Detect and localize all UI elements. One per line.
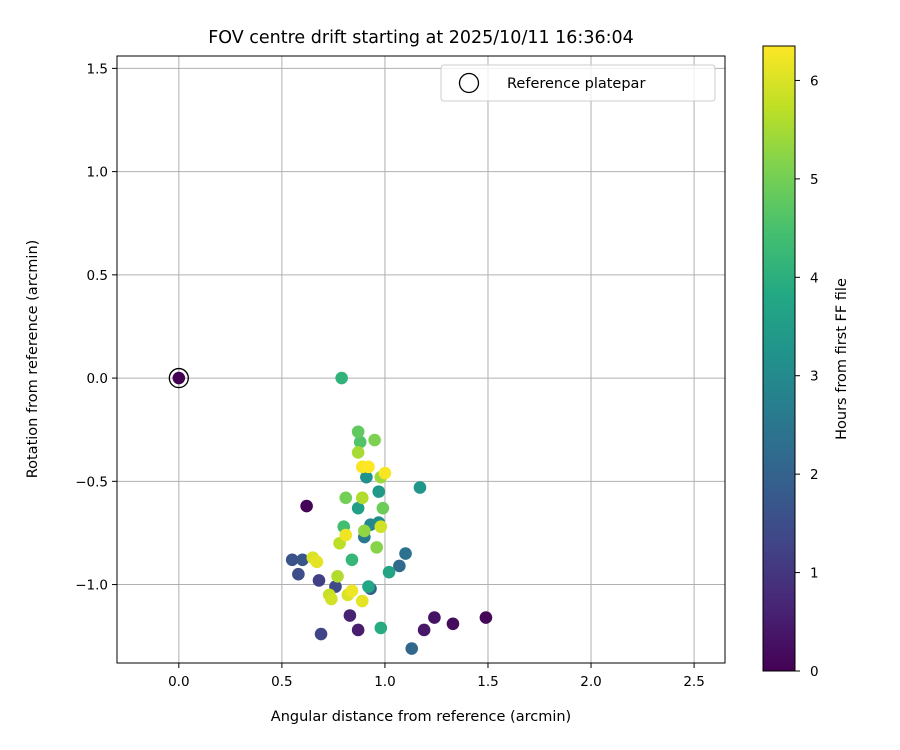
legend-reference-marker [458, 72, 480, 94]
scatter-point [345, 584, 359, 598]
scatter-point [393, 559, 406, 573]
y-tick-label: −0.5 [75, 474, 108, 490]
x-tick-label: 0.0 [168, 674, 189, 690]
scatter-point [314, 627, 328, 641]
scatter-point [351, 446, 365, 459]
scatter-point [343, 609, 357, 622]
scatter-point [417, 623, 431, 637]
scatter-point [310, 555, 324, 569]
y-tick-label: 0.5 [87, 268, 108, 284]
legend: Reference platepar [440, 64, 716, 102]
scatter-point [358, 524, 371, 538]
scatter-point [312, 574, 326, 587]
colorbar-frame [762, 45, 796, 672]
y-tick-label: 1.0 [87, 165, 108, 181]
scatter-point [351, 623, 365, 637]
colorbar-label: Hours from first FF file [834, 278, 850, 440]
reference-platepar-marker [168, 367, 189, 389]
x-tick-label: 2.5 [683, 674, 704, 690]
scatter-point [351, 501, 365, 515]
scatter-point [378, 466, 392, 480]
chart-title: FOV centre drift starting at 2025/10/11 … [208, 28, 634, 48]
colorbar-tick-label: 4 [810, 270, 819, 286]
scatter-point [370, 541, 383, 554]
scatter-point [331, 569, 344, 583]
colorbar-tick-label: 6 [810, 73, 819, 89]
scatter-point [479, 611, 493, 624]
colorbar-fill [763, 46, 795, 671]
scatter-point [339, 528, 353, 542]
scatter-point [446, 617, 460, 631]
scatter-point [374, 621, 388, 635]
y-tick-label: 0.0 [87, 371, 108, 387]
scatter-points [168, 367, 493, 655]
legend-box [440, 64, 716, 102]
colorbar-tick-label: 0 [810, 664, 819, 680]
scatter-point [399, 547, 412, 560]
x-tick-label: 1.5 [477, 674, 498, 690]
x-tick-label: 0.5 [271, 674, 292, 690]
scatter-point [355, 491, 369, 505]
scatter-point [374, 520, 388, 534]
grid [117, 56, 725, 663]
legend-label: Reference platepar [507, 76, 645, 92]
scatter-point [362, 580, 375, 593]
colorbar: 0 1 2 3 4 5 6 Hours from first FF file [762, 45, 850, 680]
scatter-point [368, 433, 381, 447]
scatter-point [339, 491, 353, 505]
scatter-point [296, 553, 309, 567]
x-tick-label: 1.0 [374, 674, 395, 690]
y-tick-label: −1.0 [75, 578, 108, 594]
scatter-point [292, 567, 305, 581]
colorbar-tick-label: 5 [810, 172, 819, 188]
axis-ticks: 0.0 0.5 1.0 1.5 2.0 2.5 −1.0 −0.5 0.0 0.5 1.0 1.5 [75, 61, 705, 690]
scatter-point [355, 594, 369, 608]
scatter-point [360, 470, 373, 484]
scatter-point [285, 553, 299, 567]
x-tick-label: 2.0 [580, 674, 601, 690]
x-axis-label: Angular distance from reference (arcmin) [271, 709, 571, 725]
scatter-point [382, 565, 396, 579]
plot-area-frame [116, 55, 726, 664]
scatter-point [172, 371, 186, 385]
colorbar-tick-label: 2 [810, 467, 819, 483]
scatter-point [428, 611, 441, 624]
scatter-point [353, 435, 367, 449]
scatter-point [351, 425, 365, 439]
scatter-point [335, 371, 348, 385]
scatter-point [405, 642, 419, 655]
scatter-point [300, 499, 313, 513]
scatter-point [413, 481, 427, 494]
scatter-point [376, 501, 390, 515]
colorbar-tick-label: 1 [810, 566, 819, 582]
scatter-point [372, 485, 386, 498]
y-axis-label: Rotation from reference (arcmin) [25, 240, 41, 479]
scatter-point [325, 592, 338, 606]
scatter-point [345, 553, 359, 567]
colorbar-tick-label: 3 [810, 369, 819, 385]
scatter-point [362, 460, 375, 474]
y-tick-label: 1.5 [87, 61, 108, 77]
colorbar-ticks: 0 1 2 3 4 5 6 [795, 73, 819, 680]
